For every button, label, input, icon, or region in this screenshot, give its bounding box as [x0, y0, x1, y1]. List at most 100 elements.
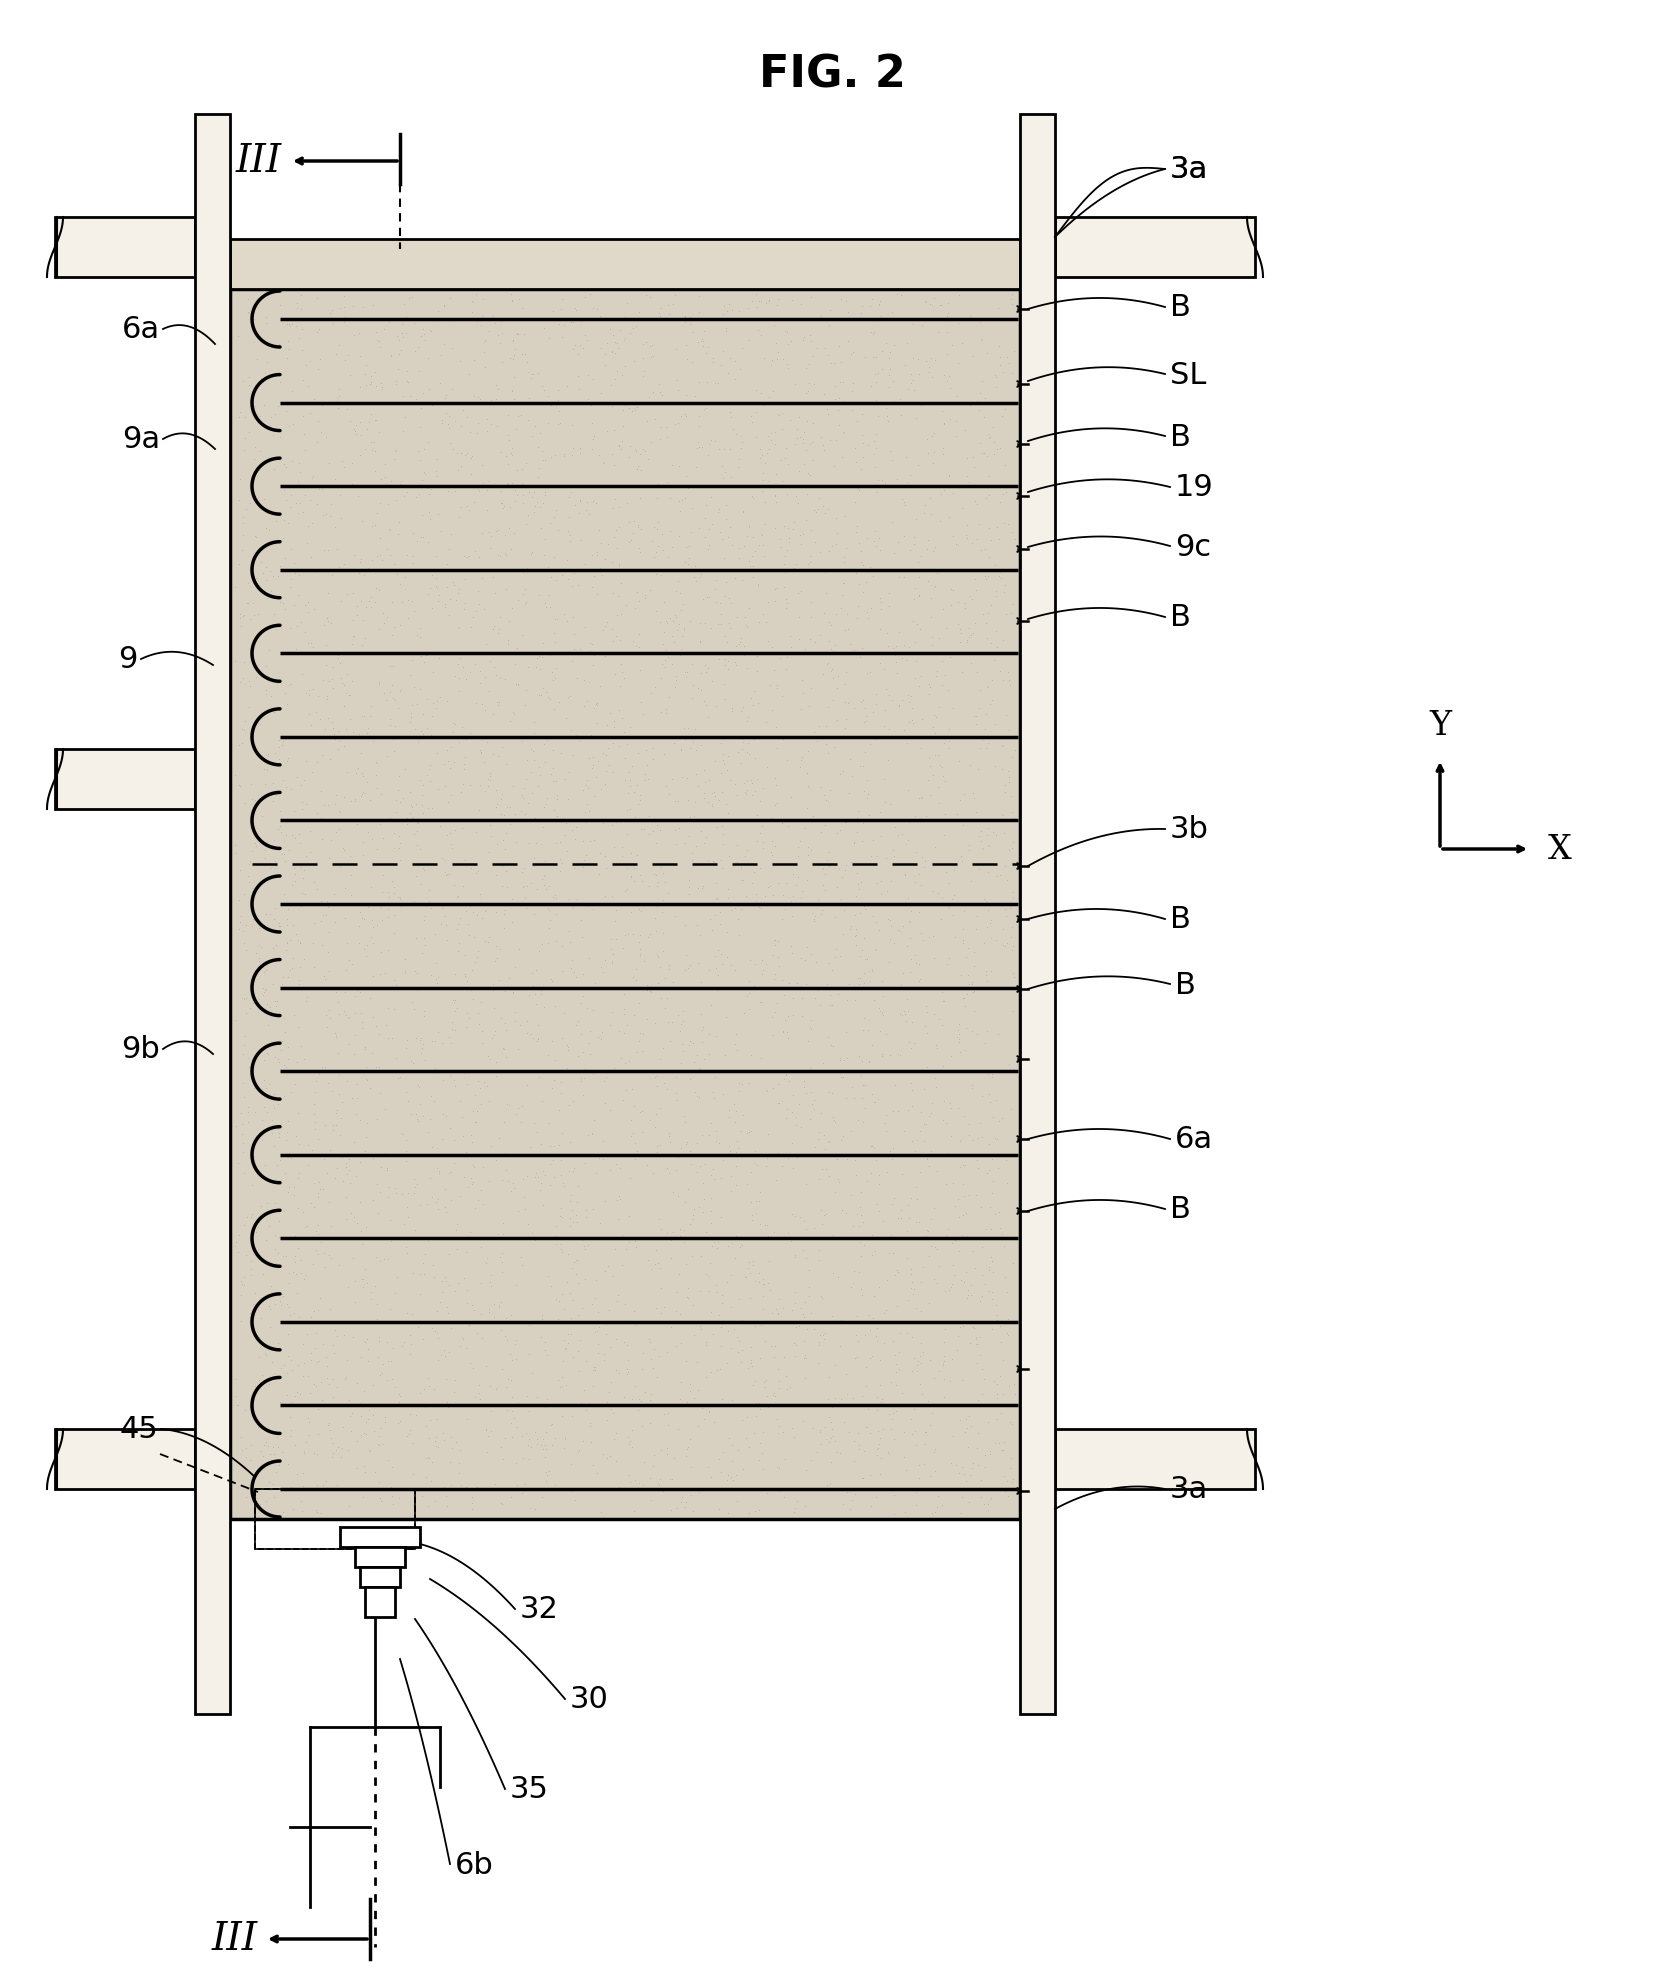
Point [531, 479, 557, 511]
Point [564, 1269, 591, 1300]
Point [691, 1044, 717, 1075]
Point [273, 1288, 300, 1320]
Point [280, 943, 306, 975]
Point [409, 937, 436, 969]
Point [780, 1079, 807, 1111]
Point [917, 483, 943, 515]
Point [346, 977, 373, 1008]
Point [513, 574, 539, 606]
Point [646, 1129, 672, 1160]
Point [907, 870, 934, 902]
Point [699, 791, 726, 823]
Point [844, 558, 870, 590]
Point [674, 548, 701, 580]
Point [509, 468, 536, 499]
Point [334, 1434, 361, 1466]
Point [286, 456, 313, 487]
Point [266, 833, 293, 864]
Point [250, 957, 276, 988]
Point [429, 1028, 456, 1060]
Point [894, 645, 920, 677]
Point [849, 633, 875, 665]
Point [314, 892, 341, 923]
Point [900, 708, 927, 740]
Point [478, 1259, 504, 1290]
Point [770, 1482, 797, 1513]
Point [414, 1190, 441, 1221]
Point [499, 343, 526, 375]
Point [988, 401, 1015, 432]
Point [815, 608, 842, 639]
Point [1000, 1249, 1027, 1280]
Point [439, 434, 466, 466]
Point [694, 787, 721, 819]
Point [389, 1119, 416, 1150]
Point [651, 866, 677, 898]
Point [233, 1432, 260, 1464]
Point [719, 294, 745, 326]
Point [409, 314, 436, 345]
Point [844, 602, 870, 633]
Point [448, 643, 474, 675]
Point [556, 1034, 582, 1065]
Point [990, 479, 1017, 511]
Point [689, 872, 716, 904]
Point [977, 462, 1003, 493]
Point [716, 290, 742, 322]
Point [764, 673, 790, 704]
Point [268, 1034, 295, 1065]
Point [248, 1125, 275, 1156]
Point [389, 554, 416, 586]
Point [343, 410, 369, 442]
Point [952, 1012, 978, 1044]
Point [682, 831, 709, 862]
Point [875, 1438, 902, 1470]
Point [875, 592, 902, 623]
Point [238, 1430, 265, 1462]
Point [561, 852, 587, 884]
Point [730, 767, 757, 799]
Point [860, 1133, 887, 1164]
Point [785, 623, 812, 655]
Point [461, 1079, 488, 1111]
Point [453, 1136, 479, 1168]
Point [298, 710, 324, 742]
Point [339, 578, 366, 610]
Point [478, 1369, 504, 1401]
Point [526, 641, 552, 673]
Point [458, 852, 484, 884]
Point [832, 657, 859, 689]
Point [446, 677, 473, 708]
Point [629, 1018, 656, 1050]
Point [346, 371, 373, 402]
Point [691, 503, 717, 535]
Point [622, 1231, 649, 1263]
Point [822, 600, 849, 631]
Point [369, 906, 396, 937]
Point [557, 714, 584, 746]
Point [764, 1417, 790, 1448]
Point [795, 1280, 822, 1312]
Point [750, 1454, 777, 1486]
Point [363, 404, 389, 436]
Point [436, 1113, 463, 1144]
Point [879, 1144, 905, 1176]
Point [323, 1434, 349, 1466]
Point [627, 896, 654, 927]
Point [459, 985, 486, 1016]
Point [285, 1302, 311, 1334]
Point [832, 616, 859, 647]
Point [809, 1428, 835, 1460]
Point [938, 1344, 965, 1375]
Point [463, 1472, 489, 1503]
Point [476, 1294, 503, 1326]
Point [291, 1348, 318, 1379]
Point [532, 1328, 559, 1359]
Point [672, 1492, 699, 1523]
Point [624, 576, 651, 608]
Point [506, 669, 532, 700]
Point [324, 1038, 351, 1069]
Point [704, 1233, 730, 1265]
Point [973, 623, 1000, 655]
Point [266, 1387, 293, 1419]
